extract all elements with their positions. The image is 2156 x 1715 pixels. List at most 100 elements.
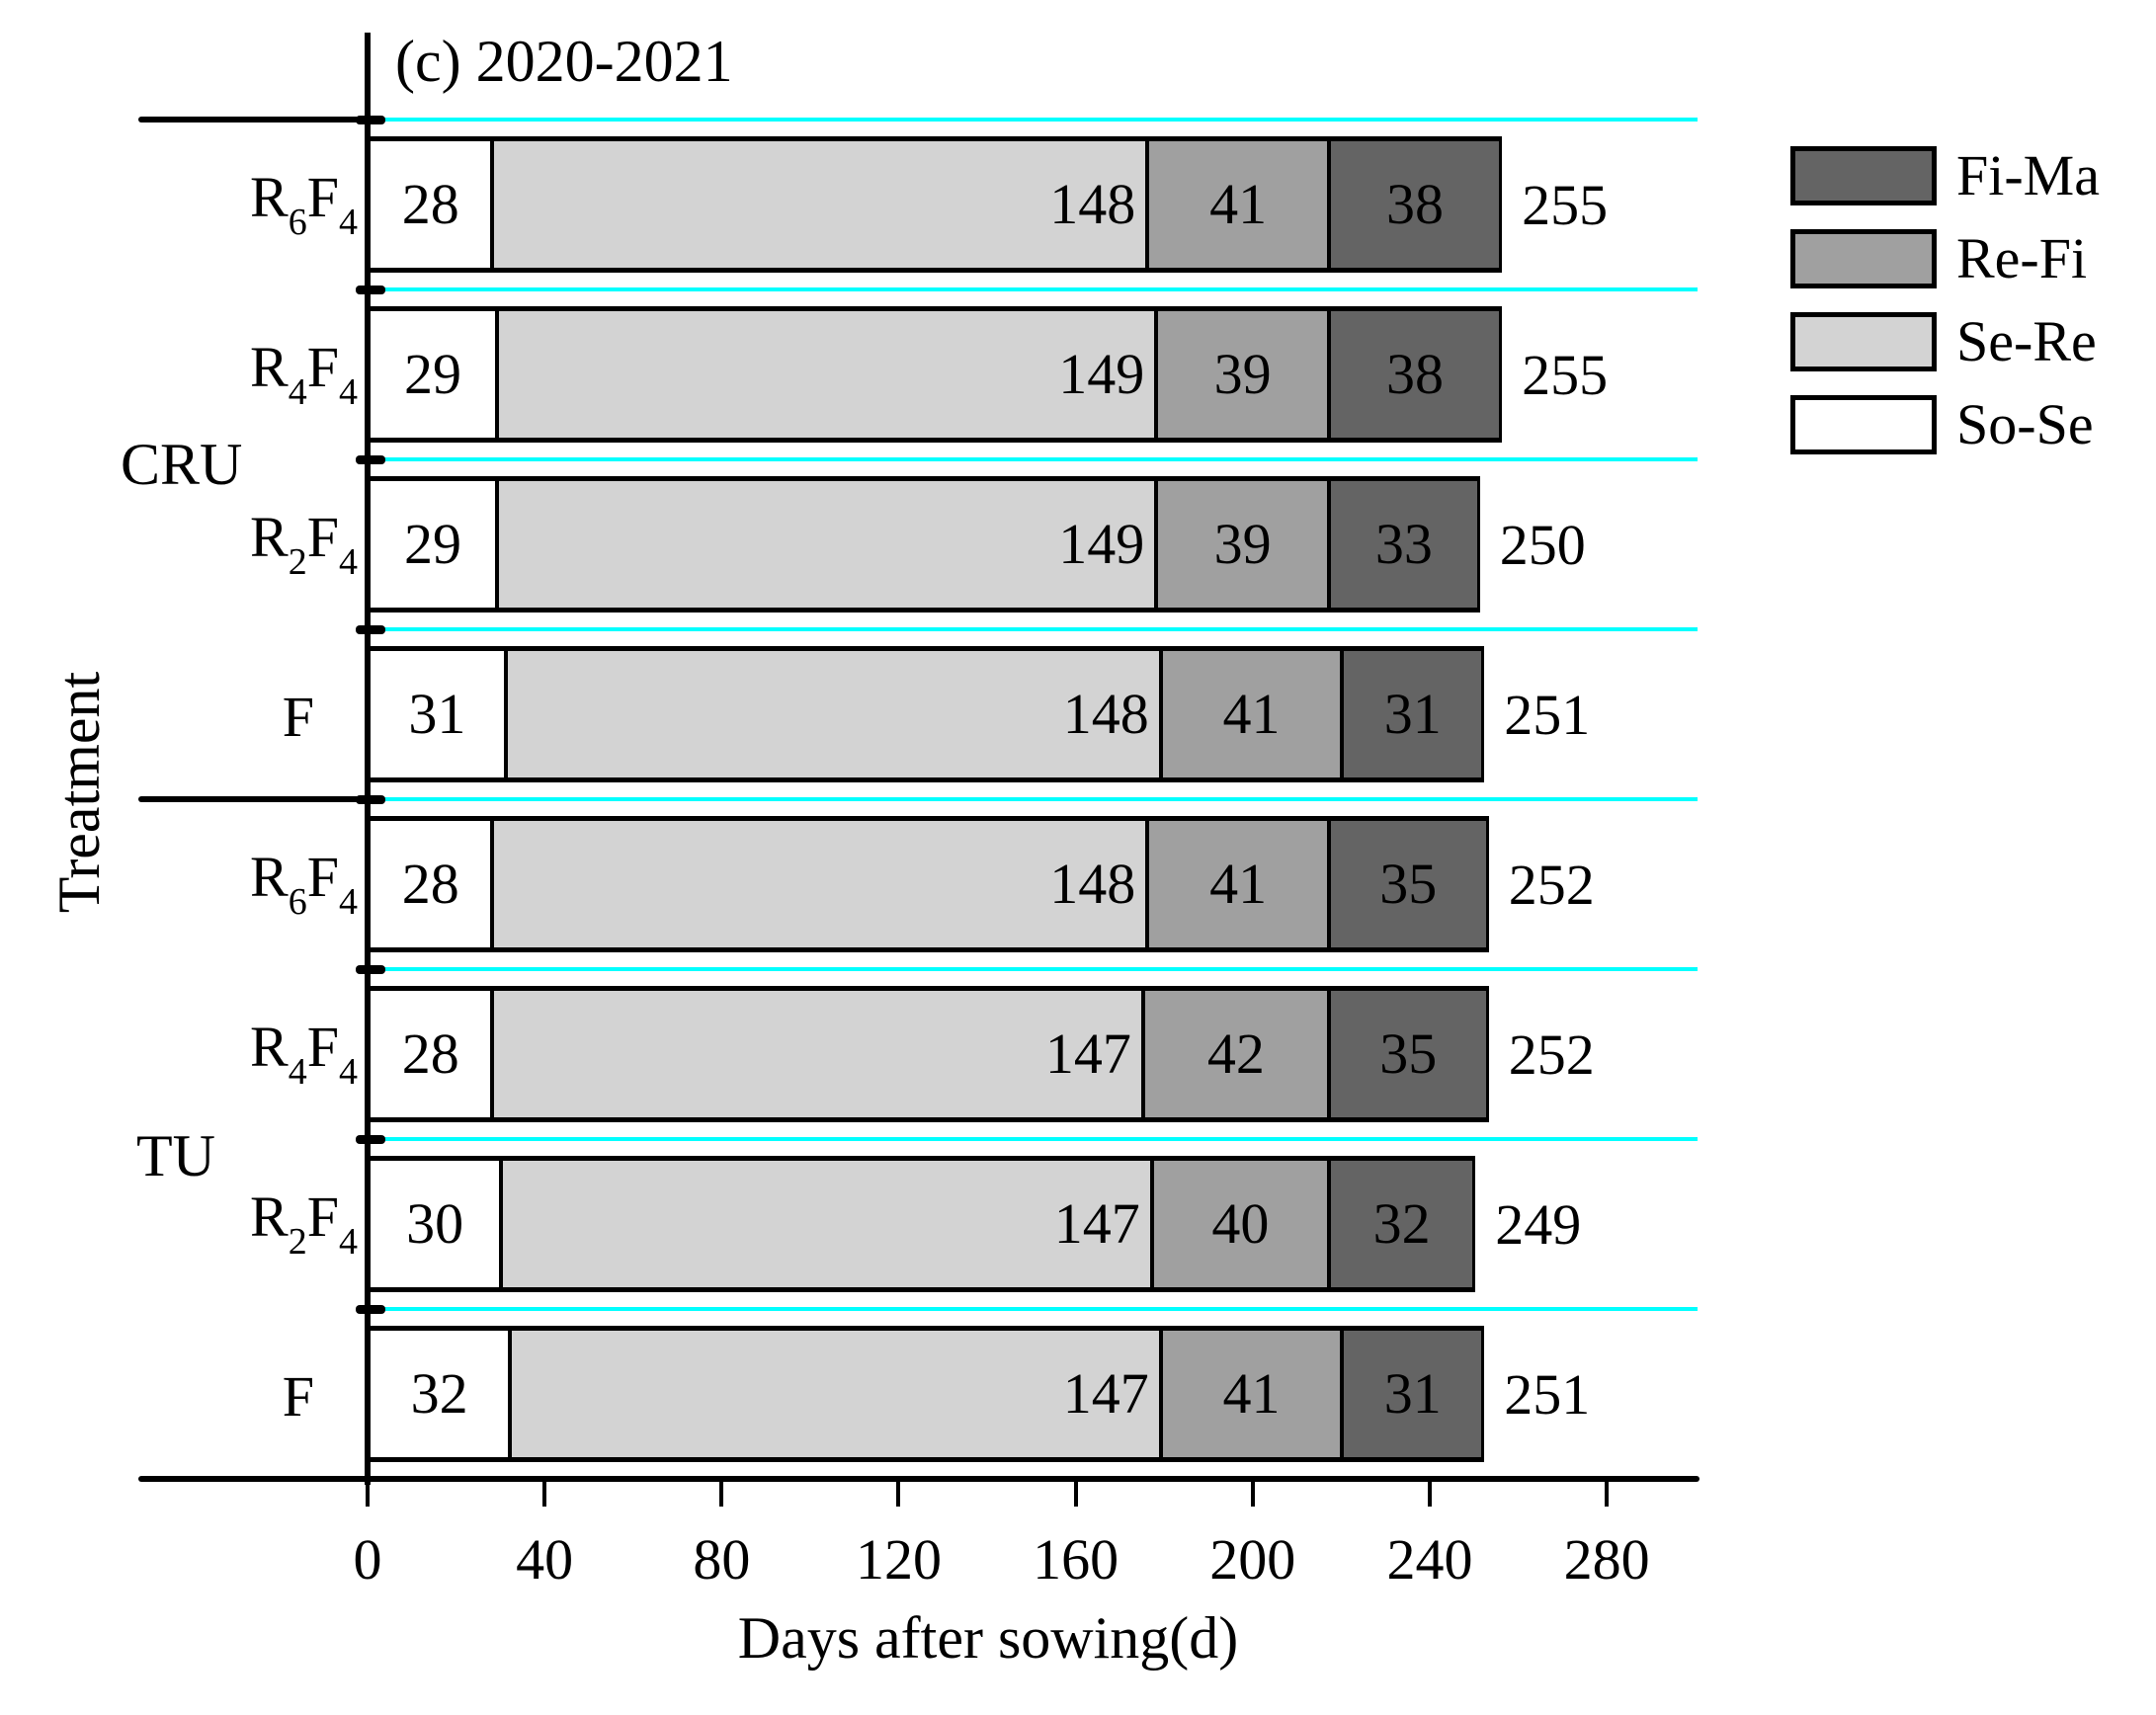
bar-segment-se-re: 147 — [503, 1161, 1154, 1287]
x-tick-label: 0 — [353, 1527, 382, 1592]
y-tick — [356, 965, 385, 974]
group-label-tu: TU — [136, 1123, 215, 1188]
segment-value-label: 31 — [408, 682, 466, 746]
x-tick — [1073, 1479, 1078, 1507]
x-tick — [896, 1479, 901, 1507]
row-label: R2F4 — [250, 505, 358, 583]
y-tick — [356, 625, 385, 634]
segment-value-label: 30 — [406, 1191, 464, 1256]
legend-swatch-fi-ma — [1790, 146, 1937, 205]
y-tick — [356, 795, 385, 804]
segment-value-label: 31 — [1383, 682, 1442, 746]
bar-segment-so-se: 30 — [371, 1161, 504, 1287]
segment-value-label: 147 — [1044, 1021, 1131, 1086]
row-label: R4F4 — [250, 335, 358, 413]
x-tick-label: 80 — [693, 1527, 751, 1592]
segment-value-label: 148 — [1062, 682, 1149, 746]
segment-value-label: 148 — [1049, 852, 1136, 916]
x-axis-label: Days after sowing(d) — [737, 1605, 1239, 1671]
x-tick-label: 160 — [1033, 1527, 1119, 1592]
group-separator-top — [138, 117, 370, 122]
legend-swatch-se-re — [1790, 312, 1937, 371]
y-axis-label: Treatment — [46, 671, 112, 914]
x-tick — [1250, 1479, 1255, 1507]
x-tick — [1427, 1479, 1432, 1507]
stacked-bar: 30 147 40 32 — [366, 1156, 1476, 1292]
bar-segment-se-re: 149 — [498, 481, 1159, 608]
y-tick — [356, 1305, 385, 1314]
row-divider-line — [373, 287, 1698, 291]
segment-value-label: 35 — [1379, 1021, 1438, 1086]
bar-segment-fi-ma: 35 — [1330, 821, 1486, 947]
segment-value-label: 38 — [1386, 342, 1445, 406]
x-tick-label: 240 — [1386, 1527, 1473, 1592]
legend-item-re-fi: Re-Fi — [1790, 229, 2100, 288]
bar-segment-se-re: 147 — [512, 1331, 1163, 1457]
segment-value-label: 42 — [1206, 1021, 1265, 1086]
segment-value-label: 148 — [1049, 172, 1136, 236]
bar-segment-so-se: 28 — [371, 821, 495, 947]
stacked-bar: 29 149 39 33 — [366, 476, 1480, 612]
bar-segment-se-re: 147 — [494, 991, 1145, 1117]
bar-segment-re-fi: 39 — [1158, 311, 1331, 438]
bar-segment-so-se: 29 — [371, 481, 499, 608]
segment-value-label: 28 — [401, 852, 459, 916]
row-label: R6F4 — [250, 845, 358, 923]
segment-value-label: 149 — [1058, 342, 1145, 406]
bar-segment-re-fi: 41 — [1162, 1331, 1345, 1457]
segment-value-label: 40 — [1211, 1191, 1270, 1256]
x-tick-label: 120 — [855, 1527, 942, 1592]
x-tick-label: 200 — [1209, 1527, 1296, 1592]
row-label: F — [282, 1364, 314, 1429]
row-label: R2F4 — [250, 1184, 358, 1263]
segment-value-label: 32 — [1372, 1191, 1431, 1256]
bar-segment-so-se: 32 — [371, 1331, 513, 1457]
bar-total-label: 251 — [1504, 1362, 1591, 1427]
row-divider-line — [373, 627, 1698, 631]
row-label: R4F4 — [250, 1015, 358, 1093]
bar-segment-so-se: 31 — [371, 651, 508, 777]
segment-value-label: 147 — [1053, 1191, 1140, 1256]
segment-value-label: 35 — [1379, 852, 1438, 916]
bar-segment-fi-ma: 31 — [1344, 651, 1482, 777]
y-tick — [356, 116, 385, 124]
segment-value-label: 32 — [410, 1361, 468, 1426]
bar-segment-re-fi: 41 — [1162, 651, 1345, 777]
legend-swatch-re-fi — [1790, 229, 1937, 288]
segment-value-label: 29 — [403, 342, 461, 406]
bar-total-label: 249 — [1495, 1192, 1582, 1257]
row-divider-line — [373, 1137, 1698, 1141]
y-tick — [356, 1135, 385, 1144]
y-tick — [356, 286, 385, 294]
x-axis-line — [138, 1476, 1700, 1482]
x-tick — [1605, 1479, 1610, 1507]
row-divider-line — [373, 967, 1698, 971]
stacked-bar: 31 148 41 31 — [366, 646, 1485, 782]
row-divider-line — [373, 1307, 1698, 1311]
segment-value-label: 41 — [1222, 682, 1281, 746]
bar-segment-fi-ma: 31 — [1344, 1331, 1482, 1457]
bar-segment-re-fi: 41 — [1149, 821, 1331, 947]
row-divider-line — [373, 797, 1698, 801]
bar-segment-fi-ma: 35 — [1330, 991, 1486, 1117]
bar-segment-so-se: 29 — [371, 311, 499, 438]
segment-value-label: 147 — [1062, 1361, 1149, 1426]
group-label-cru: CRU — [121, 432, 243, 497]
legend-label: Fi-Ma — [1956, 143, 2100, 207]
bar-segment-fi-ma: 32 — [1330, 1161, 1473, 1287]
bar-segment-se-re: 148 — [507, 651, 1163, 777]
bar-segment-so-se: 28 — [371, 991, 495, 1117]
x-tick-label: 40 — [516, 1527, 574, 1592]
bar-total-label: 255 — [1522, 173, 1609, 237]
legend-item-fi-ma: Fi-Ma — [1790, 146, 2100, 205]
segment-value-label: 29 — [403, 512, 461, 576]
x-tick-label: 280 — [1563, 1527, 1650, 1592]
legend-swatch-so-se — [1790, 395, 1937, 454]
legend: Fi-Ma Re-Fi Se-Re So-Se — [1790, 146, 2100, 454]
x-tick — [366, 1479, 370, 1507]
x-tick — [542, 1479, 547, 1507]
y-tick — [356, 455, 385, 464]
row-label: R6F4 — [250, 165, 358, 243]
segment-value-label: 41 — [1222, 1361, 1281, 1426]
